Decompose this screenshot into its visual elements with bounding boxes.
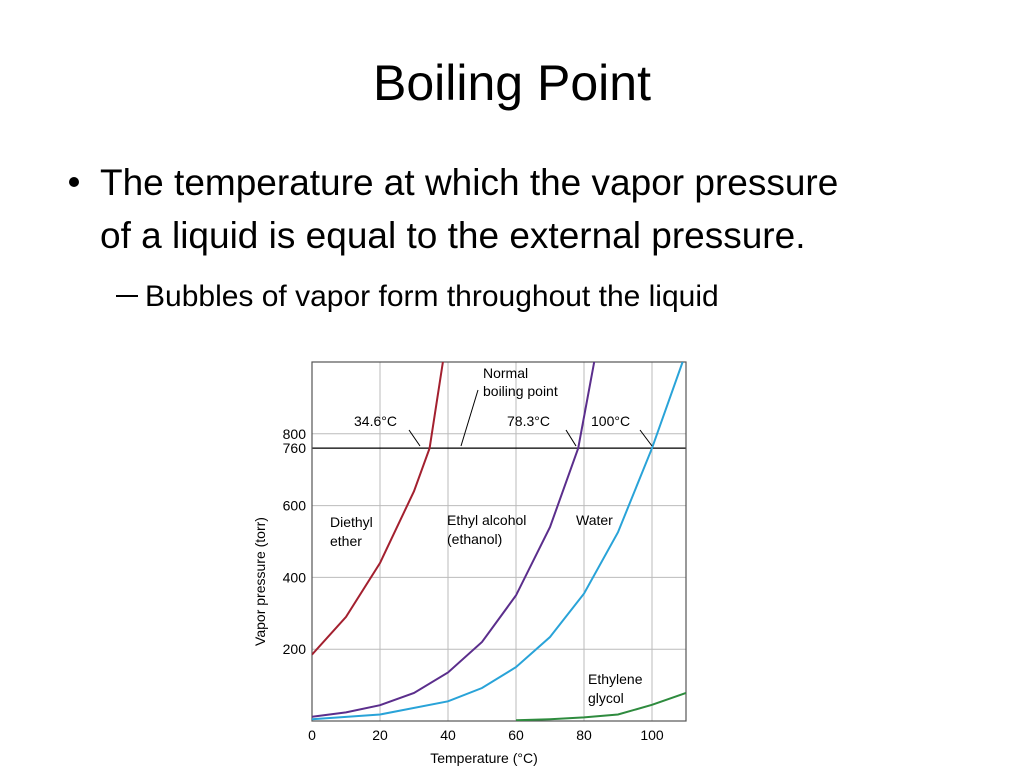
series-line <box>312 362 444 656</box>
annotation: 100°C <box>591 413 630 429</box>
slide-title: Boiling Point <box>373 55 651 111</box>
series-label: (ethanol) <box>447 531 502 547</box>
series-label: ether <box>330 533 362 549</box>
x-tick-label: 100 <box>640 727 664 743</box>
x-tick-label: 0 <box>308 727 316 743</box>
annotation: boiling point <box>483 383 558 399</box>
y-tick-label: 400 <box>283 569 307 585</box>
series-label: Diethyl <box>330 514 373 530</box>
y-tick-label: 600 <box>283 498 307 514</box>
annotation-leader <box>408 429 421 447</box>
y-tick-label: 760 <box>283 440 307 456</box>
y-axis-label: Vapor pressure (torr) <box>252 517 268 646</box>
annotation-leader <box>460 389 479 447</box>
x-tick-label: 40 <box>440 727 456 743</box>
series-label: Water <box>576 512 613 528</box>
series-line <box>515 692 686 721</box>
series-line <box>312 362 684 721</box>
bullet-marker <box>69 177 79 187</box>
annotation: Normal <box>483 365 528 381</box>
bullet-text: of a liquid is equal to the external pre… <box>100 215 805 256</box>
x-axis-label: Temperature (°C) <box>430 750 538 766</box>
series-label: Ethyl alcohol <box>447 512 526 528</box>
sub-bullet-text: Bubbles of vapor form throughout the liq… <box>145 280 719 313</box>
annotation-leader <box>565 429 577 447</box>
plot-frame <box>311 361 687 722</box>
annotation: 78.3°C <box>507 413 550 429</box>
annotation-leader <box>639 429 653 447</box>
x-tick-label: 80 <box>576 727 592 743</box>
series-label: glycol <box>588 690 624 706</box>
y-tick-label: 800 <box>283 426 307 442</box>
x-tick-label: 60 <box>508 727 524 743</box>
series-line <box>312 362 596 718</box>
series-label: Ethylene <box>588 671 643 687</box>
y-tick-label: 200 <box>283 641 307 657</box>
bullet-text: The temperature at which the vapor press… <box>100 162 838 203</box>
x-tick-label: 20 <box>372 727 388 743</box>
annotation: 34.6°C <box>354 413 397 429</box>
